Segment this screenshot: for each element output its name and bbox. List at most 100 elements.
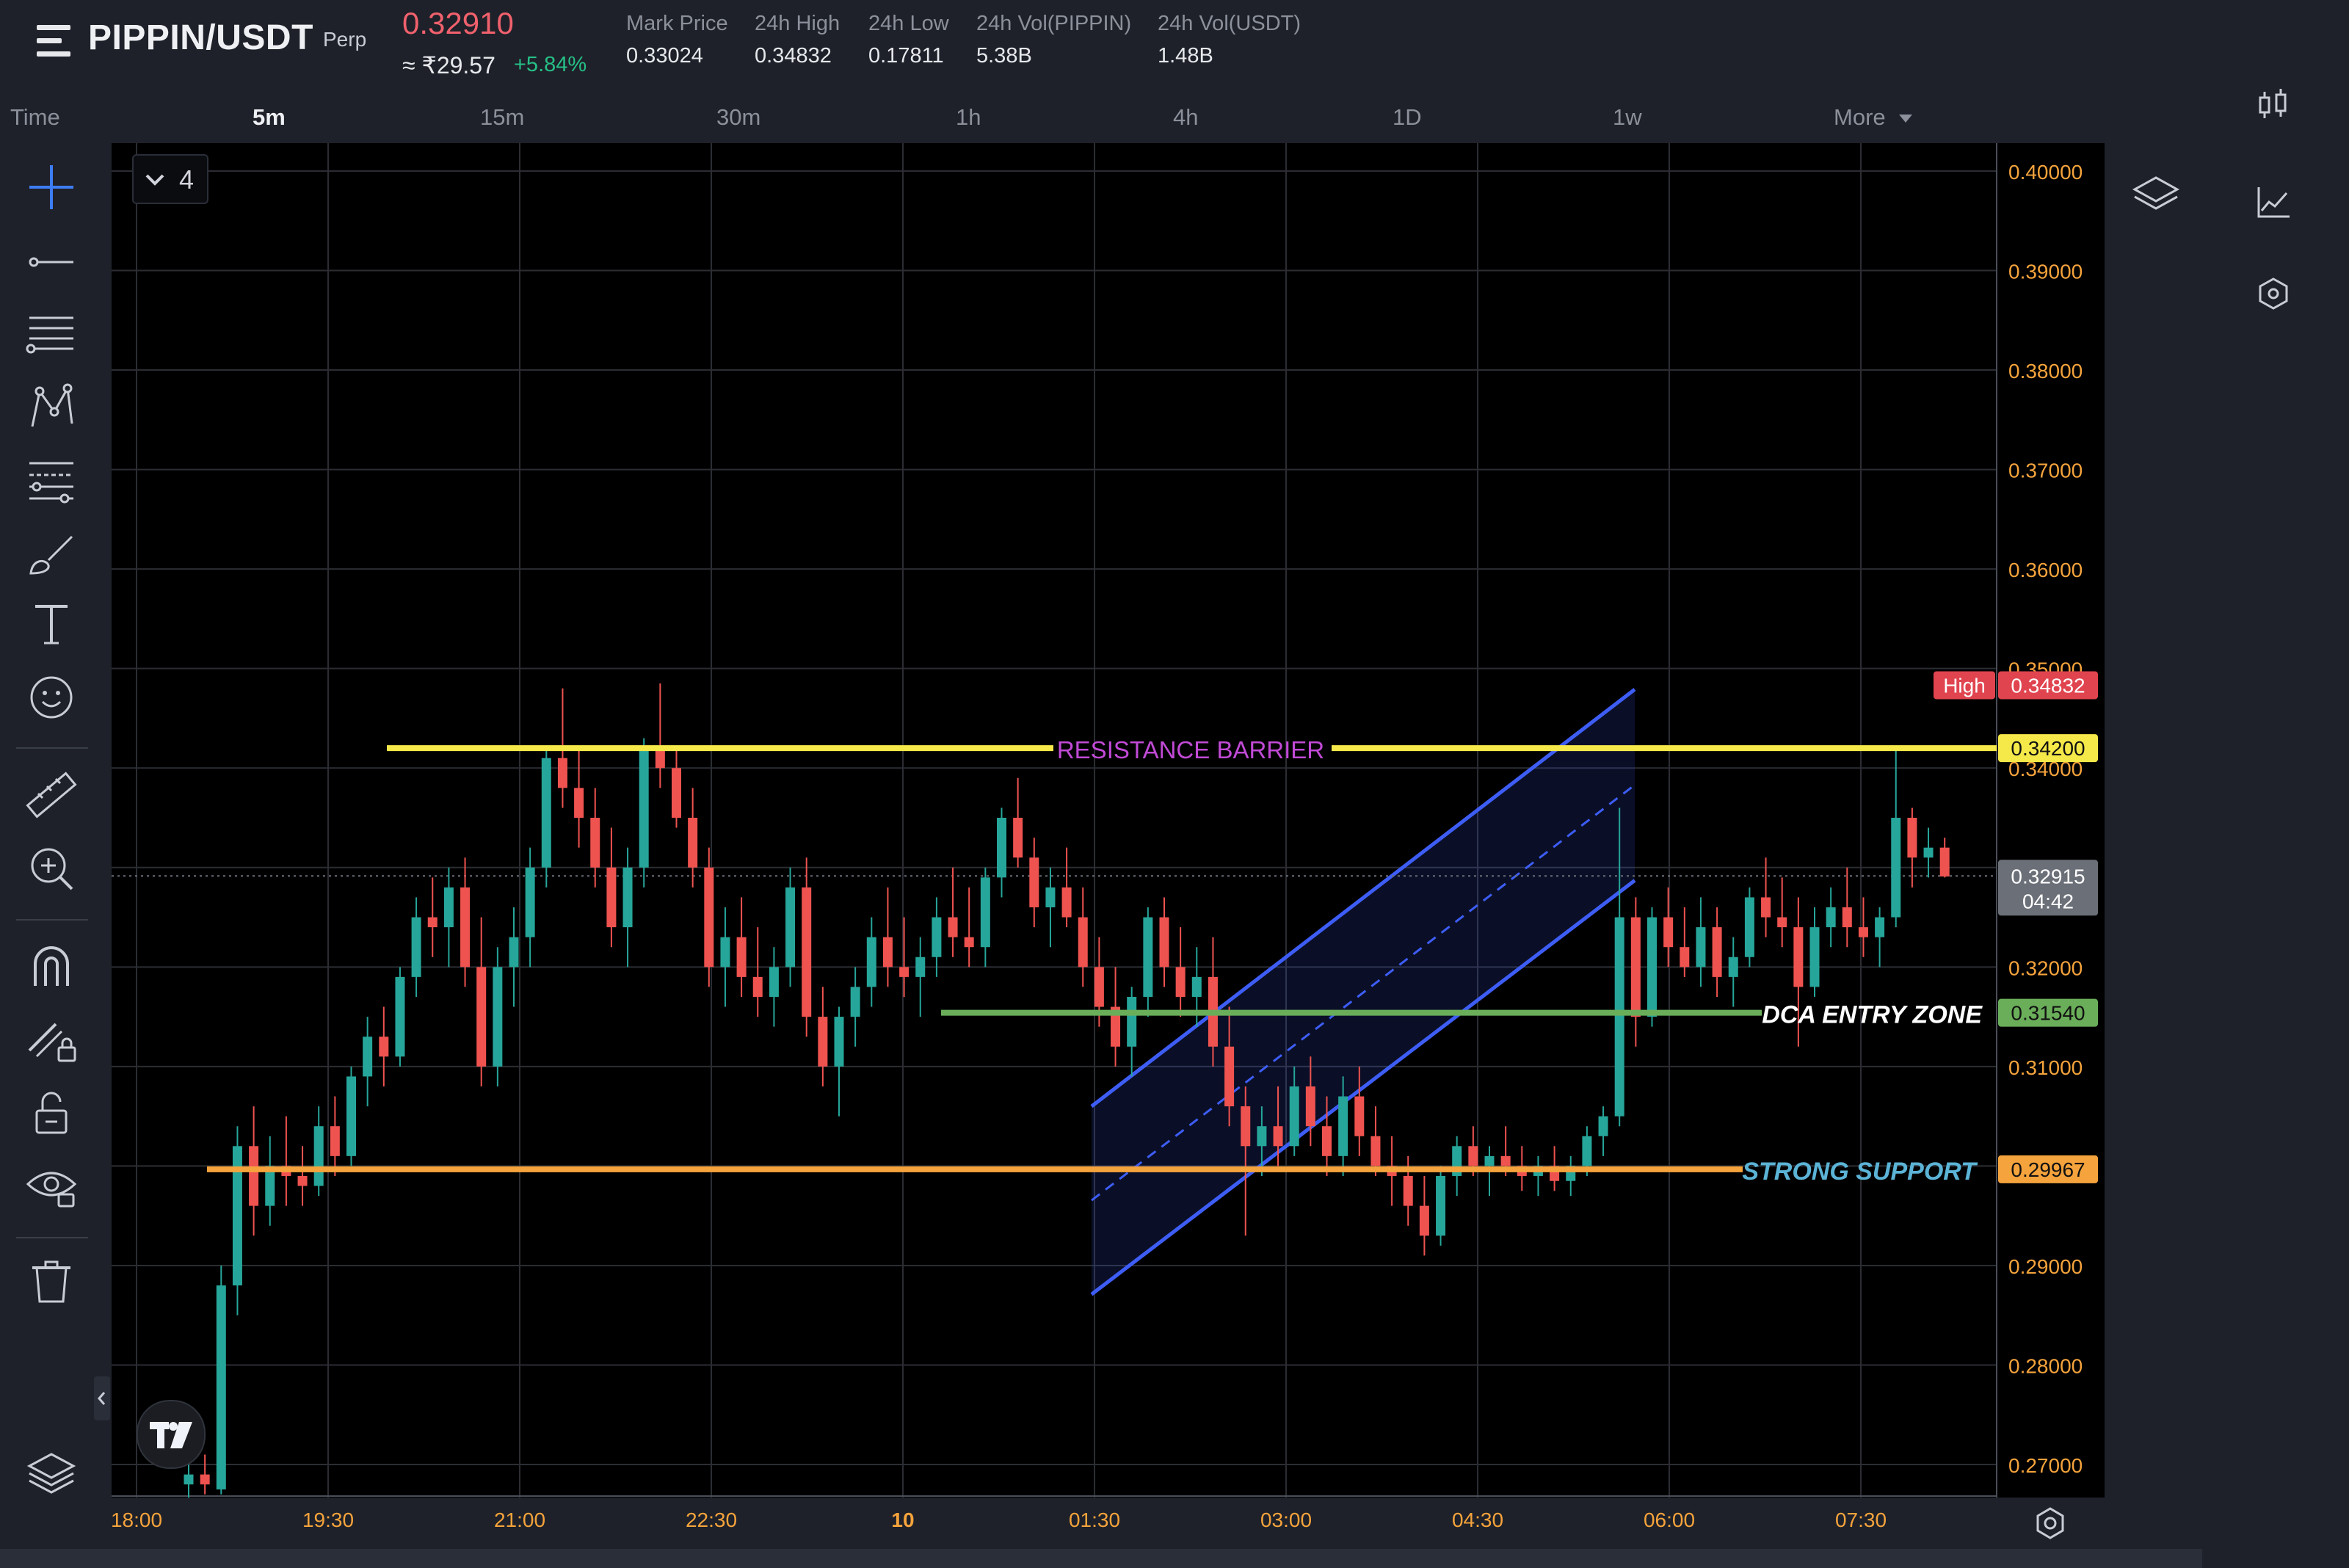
candle-body: [997, 818, 1006, 878]
fib-levels-icon[interactable]: [22, 451, 81, 510]
candle-body: [1370, 1136, 1381, 1166]
candle-body: [363, 1037, 373, 1077]
symbol-name[interactable]: PIPPIN/USDT: [88, 18, 313, 57]
candle-body: [1875, 917, 1885, 937]
tab-5m[interactable]: 5m: [253, 104, 286, 130]
candle-body: [313, 1126, 324, 1186]
object-tree-icon[interactable]: [2130, 169, 2182, 220]
brush-icon[interactable]: [22, 525, 81, 584]
indicators-icon[interactable]: [2251, 180, 2295, 224]
candle-body: [184, 1474, 194, 1485]
candle-body: [948, 917, 958, 937]
candle-body: [1143, 917, 1153, 997]
crosshair-icon[interactable]: [22, 158, 81, 217]
collapse-toolbar-icon[interactable]: [94, 1376, 110, 1420]
unlock-icon[interactable]: [22, 1083, 81, 1141]
gear-icon: [2036, 1507, 2064, 1539]
candle-body: [1354, 1096, 1365, 1136]
high-tag-label-bg: [1934, 671, 1995, 700]
candle-body: [1663, 917, 1674, 948]
candle-body: [1013, 818, 1023, 858]
text-icon[interactable]: [22, 595, 81, 653]
candle-body: [1712, 927, 1722, 977]
candle-body: [802, 887, 812, 1017]
channel-mid-line: [1091, 784, 1635, 1202]
candle-body: [443, 887, 454, 928]
candle-body: [249, 1146, 259, 1206]
tab-30m[interactable]: 30m: [716, 104, 761, 130]
eye-icon[interactable]: [22, 1155, 81, 1213]
settings-hexagon-icon[interactable]: [2251, 272, 2295, 316]
candle-body: [1159, 917, 1169, 968]
horizontal-lines-icon[interactable]: [22, 305, 81, 363]
candle-body: [1923, 847, 1934, 858]
candle-body: [1419, 1205, 1429, 1236]
candle-body: [493, 967, 503, 1067]
countdown-tag: 04:42: [2022, 890, 2074, 912]
vol-quote-value: 1.48B: [1158, 44, 1213, 68]
candle-body: [1809, 927, 1820, 987]
contract-type: Perp: [323, 28, 367, 51]
candle-type-icon[interactable]: [2251, 84, 2295, 128]
chart-area[interactable]: RESISTANCE BARRIER DCA ENTRY ZONE STRONG S…: [112, 143, 2105, 1498]
chart-settings-gear[interactable]: [2032, 1505, 2069, 1542]
lock-drawing-icon[interactable]: [22, 1009, 81, 1068]
candle-body: [639, 748, 649, 868]
support-price-tag: 0.29967: [2011, 1158, 2085, 1181]
candle-body: [882, 937, 893, 968]
candle-body: [1842, 907, 1852, 928]
y-tick-label: 0.40000: [2008, 161, 2083, 184]
candlestick-chart[interactable]: RESISTANCE BARRIER DCA ENTRY ZONE STRONG S…: [112, 143, 2105, 1498]
candle-body: [1045, 887, 1056, 907]
candle-body: [1680, 947, 1690, 968]
support-label: STRONG SUPPORT: [1742, 1158, 1978, 1186]
candle-body: [1728, 957, 1738, 977]
vol-base-label: 24h Vol(PIPPIN): [976, 12, 1132, 35]
candle-body: [541, 758, 551, 868]
candle-body: [509, 937, 519, 968]
candle-body: [1338, 1096, 1348, 1156]
magnet-icon[interactable]: [22, 936, 81, 995]
menu-icon[interactable]: [37, 25, 70, 57]
dca-label: DCA ENTRY ZONE: [1762, 1001, 1983, 1029]
candle-body: [1061, 887, 1072, 918]
trash-icon[interactable]: [22, 1252, 81, 1310]
ruler-icon[interactable]: [22, 766, 81, 824]
candle-body: [720, 937, 730, 968]
mark-price-value: 0.33024: [626, 44, 703, 68]
tab-1d[interactable]: 1D: [1393, 104, 1422, 130]
candle-body: [704, 867, 714, 968]
indicator-collapse-button[interactable]: 4: [132, 154, 208, 204]
tab-1h[interactable]: 1h: [956, 104, 981, 130]
tab-time[interactable]: Time: [10, 104, 60, 130]
candle-body: [1191, 976, 1202, 997]
tab-15m[interactable]: 15m: [480, 104, 525, 130]
dca-price-tag-bg: [1998, 998, 2098, 1027]
zoom-in-icon[interactable]: [22, 839, 81, 898]
tab-1w[interactable]: 1w: [1613, 104, 1642, 130]
x-tick-label: 03:00: [1260, 1509, 1313, 1531]
candle-body: [1127, 996, 1137, 1047]
layers-icon[interactable]: [22, 1442, 81, 1501]
tradingview-logo[interactable]: [137, 1400, 206, 1469]
candle-body: [1175, 967, 1186, 997]
trend-line-icon[interactable]: [22, 233, 81, 291]
channel-lower-line: [1090, 879, 1636, 1296]
candle-body: [1029, 857, 1039, 907]
candle-body: [1614, 917, 1624, 1117]
emoji-icon[interactable]: [22, 668, 81, 727]
toolbar-divider: [16, 919, 88, 921]
tradingview-logo-icon: [150, 1422, 192, 1448]
y-tick-label: 0.27000: [2008, 1454, 2083, 1477]
ticker-header: PIPPIN/USDT Perp 0.32910 ≈ ₹29.57 +5.84%…: [0, 0, 2349, 99]
pattern-icon[interactable]: [22, 378, 81, 437]
candle-body: [590, 818, 600, 868]
x-tick-label: 22:30: [685, 1509, 738, 1531]
candle-body: [1241, 1106, 1251, 1147]
channel-upper-line: [1090, 688, 1636, 1108]
tab-more[interactable]: More: [1834, 104, 1914, 131]
candle-body: [574, 788, 584, 818]
tab-4h[interactable]: 4h: [1173, 104, 1199, 130]
chart-settings-sidebar: [2200, 0, 2349, 1568]
candle-body: [1858, 927, 1868, 937]
